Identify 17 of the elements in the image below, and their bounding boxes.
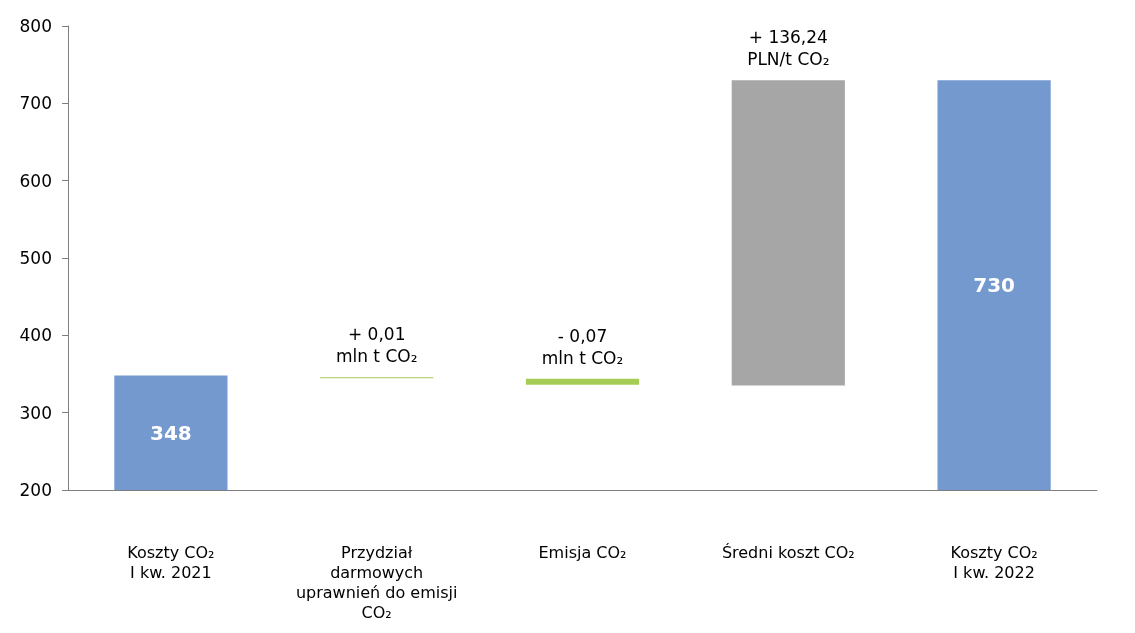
annotation: - 0,07 mln t CO₂	[541, 325, 624, 368]
y-tick-label: 600	[19, 170, 52, 191]
x-tick-label: Przydział darmowych uprawnień do emisji CO₂	[295, 542, 458, 622]
y-tick-label: 500	[19, 248, 52, 268]
x-tick-label: Koszty CO₂ I kw. 2022	[950, 542, 1038, 582]
x-tick-label: Emisja CO₂	[538, 542, 627, 562]
data-label: 730	[973, 273, 1015, 298]
y-tick-label: 300	[19, 402, 52, 423]
y-tick-label: 700	[19, 93, 52, 114]
y-tick-label: 800	[19, 16, 52, 36]
data-label: 348	[150, 420, 192, 445]
annotation: + 136,24 PLN/t CO₂	[747, 27, 830, 70]
y-tick-label: 400	[19, 325, 52, 346]
y-tick-label: 200	[19, 480, 52, 500]
x-tick-label: Koszty CO₂ I kw. 2021	[127, 542, 215, 582]
annotation: + 0,01 mln t CO₂	[335, 324, 418, 367]
x-tick-label: Średni koszt CO₂	[721, 542, 855, 562]
